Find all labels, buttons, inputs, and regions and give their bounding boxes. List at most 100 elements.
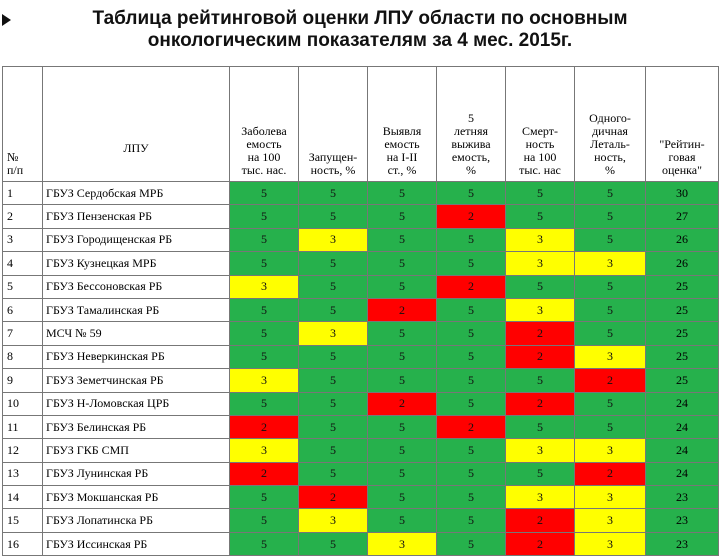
- row-number: 11: [2, 414, 43, 440]
- score-cell: 5: [574, 204, 646, 229]
- score-cell: 3: [574, 531, 646, 556]
- score-cell: 3: [505, 227, 575, 253]
- score-cell: 5: [574, 274, 646, 299]
- score-cell: 2: [436, 274, 506, 299]
- score-cell: 2: [505, 391, 575, 416]
- score-cell: 2: [298, 485, 368, 510]
- score-cell: 5: [229, 391, 299, 416]
- score-cell: 5: [229, 227, 299, 253]
- row-number: 12: [2, 438, 43, 463]
- score-cell: 3: [298, 321, 368, 346]
- score-cell: 5: [229, 531, 299, 556]
- score-cell: 5: [367, 251, 437, 276]
- score-cell: 5: [574, 227, 646, 253]
- score-cell: 3: [505, 485, 575, 510]
- lpu-name: ГБУЗ Земетчинская РБ: [42, 368, 230, 393]
- score-cell: 5: [298, 251, 368, 276]
- score-cell: 5: [298, 204, 368, 229]
- header-lpu: ЛПУ: [42, 66, 230, 182]
- lpu-name: ГБУЗ Бессоновская РБ: [42, 274, 230, 299]
- header-row: № п/п ЛПУ Заболева емость на 100 тыс. нас. З…: [2, 66, 719, 182]
- lpu-name: ГБУЗ Белинская РБ: [42, 414, 230, 440]
- rating-total: 24: [645, 461, 719, 487]
- table-row: 1 ГБУЗ Сердобская МРБ 5 5 5 5 5 5 30: [2, 180, 719, 206]
- header-lpu-label: ЛПУ: [123, 141, 149, 155]
- score-cell: 5: [436, 344, 506, 370]
- row-number: 4: [2, 251, 43, 276]
- rating-total: 24: [645, 438, 719, 463]
- score-cell: 5: [229, 508, 299, 533]
- lpu-name: ГБУЗ Кузнецкая МРБ: [42, 251, 230, 276]
- title-line-2: онкологическим показателям за 4 мес. 201…: [147, 30, 573, 51]
- score-cell: 5: [367, 344, 437, 370]
- rating-total: 27: [645, 204, 719, 229]
- header-metric-line: ность: [525, 137, 555, 151]
- score-cell: 5: [574, 391, 646, 416]
- header-metric: 5 летняя выжива емость,%: [436, 66, 506, 182]
- header-metric-line: ность, %: [310, 163, 356, 177]
- header-metric-line: на 100: [247, 150, 281, 164]
- rating-total: 26: [645, 227, 719, 253]
- row-number: 9: [2, 368, 43, 393]
- score-cell: 3: [229, 274, 299, 299]
- score-cell: 5: [298, 391, 368, 416]
- row-number: 8: [2, 344, 43, 370]
- row-number: 5: [2, 274, 43, 299]
- score-cell: 5: [436, 227, 506, 253]
- header-metric-line: на 100: [523, 150, 557, 164]
- header-metric-line: емость,: [451, 150, 491, 164]
- rating-total: 25: [645, 368, 719, 393]
- table-row: 3 ГБУЗ Городищенская РБ 5 3 5 5 3 5 26: [2, 227, 719, 253]
- score-cell: 2: [436, 414, 506, 440]
- table-body: 1 ГБУЗ Сердобская МРБ 5 5 5 5 5 5 30 2 ГБУЗ Пензен…: [2, 180, 719, 556]
- header-metric: "Рейтин-говая оценка": [645, 66, 719, 182]
- lpu-name: ГБУЗ ГКБ СМП: [42, 438, 230, 463]
- header-num-line: п/п: [7, 163, 24, 177]
- table-row: 8 ГБУЗ Неверкинская РБ 5 5 5 5 2 3 25: [2, 344, 719, 370]
- score-cell: 5: [298, 274, 368, 299]
- header-metric-line: Леталь-: [590, 137, 630, 151]
- score-cell: 3: [367, 531, 437, 556]
- header-metric: Одного-дичная Леталь-ность,%: [574, 66, 646, 182]
- score-cell: 5: [229, 180, 299, 206]
- header-metric-line: %: [466, 163, 476, 177]
- score-cell: 5: [229, 321, 299, 346]
- score-cell: 5: [505, 274, 575, 299]
- header-metric-line: %: [605, 163, 615, 177]
- header-metric-line: Запущен-: [308, 150, 358, 164]
- score-cell: 5: [298, 344, 368, 370]
- lpu-name: ГБУЗ Неверкинская РБ: [42, 344, 230, 370]
- score-cell: 5: [229, 204, 299, 229]
- lpu-name: ГБУЗ Лопатинска РБ: [42, 508, 230, 533]
- score-cell: 2: [367, 391, 437, 416]
- score-cell: 2: [436, 204, 506, 229]
- page-title: Таблица рейтинговой оценки ЛПУ области п…: [0, 8, 720, 52]
- header-metric: Выявля емость на I-II ст., %: [367, 66, 437, 182]
- rating-total: 25: [645, 344, 719, 370]
- score-cell: 5: [367, 438, 437, 463]
- score-cell: 5: [367, 368, 437, 393]
- score-cell: 5: [574, 414, 646, 440]
- bullet-arrow-icon: [2, 14, 11, 26]
- score-cell: 3: [505, 438, 575, 463]
- score-cell: 5: [298, 180, 368, 206]
- rating-total: 23: [645, 531, 719, 556]
- score-cell: 2: [229, 414, 299, 440]
- table-row: 15 ГБУЗ Лопатинска РБ 5 3 5 5 2 3 23: [2, 508, 719, 533]
- table-row: 10 ГБУЗ Н-Ломовская ЦРБ 5 5 2 5 2 5 24: [2, 391, 719, 416]
- score-cell: 3: [574, 251, 646, 276]
- score-cell: 5: [229, 485, 299, 510]
- score-cell: 5: [367, 180, 437, 206]
- header-metric-line: тыс. нас.: [241, 163, 287, 177]
- score-cell: 2: [229, 461, 299, 487]
- score-cell: 5: [298, 414, 368, 440]
- rating-total: 25: [645, 321, 719, 346]
- score-cell: 5: [367, 461, 437, 487]
- rating-total: 23: [645, 508, 719, 533]
- header-num: № п/п: [2, 66, 43, 182]
- header-metric-line: на I-II: [386, 150, 418, 164]
- row-number: 15: [2, 508, 43, 533]
- rating-table: № п/п ЛПУ Заболева емость на 100 тыс. нас. З…: [2, 66, 719, 556]
- row-number: 3: [2, 227, 43, 253]
- title-line-1: Таблица рейтинговой оценки ЛПУ области п…: [92, 8, 628, 29]
